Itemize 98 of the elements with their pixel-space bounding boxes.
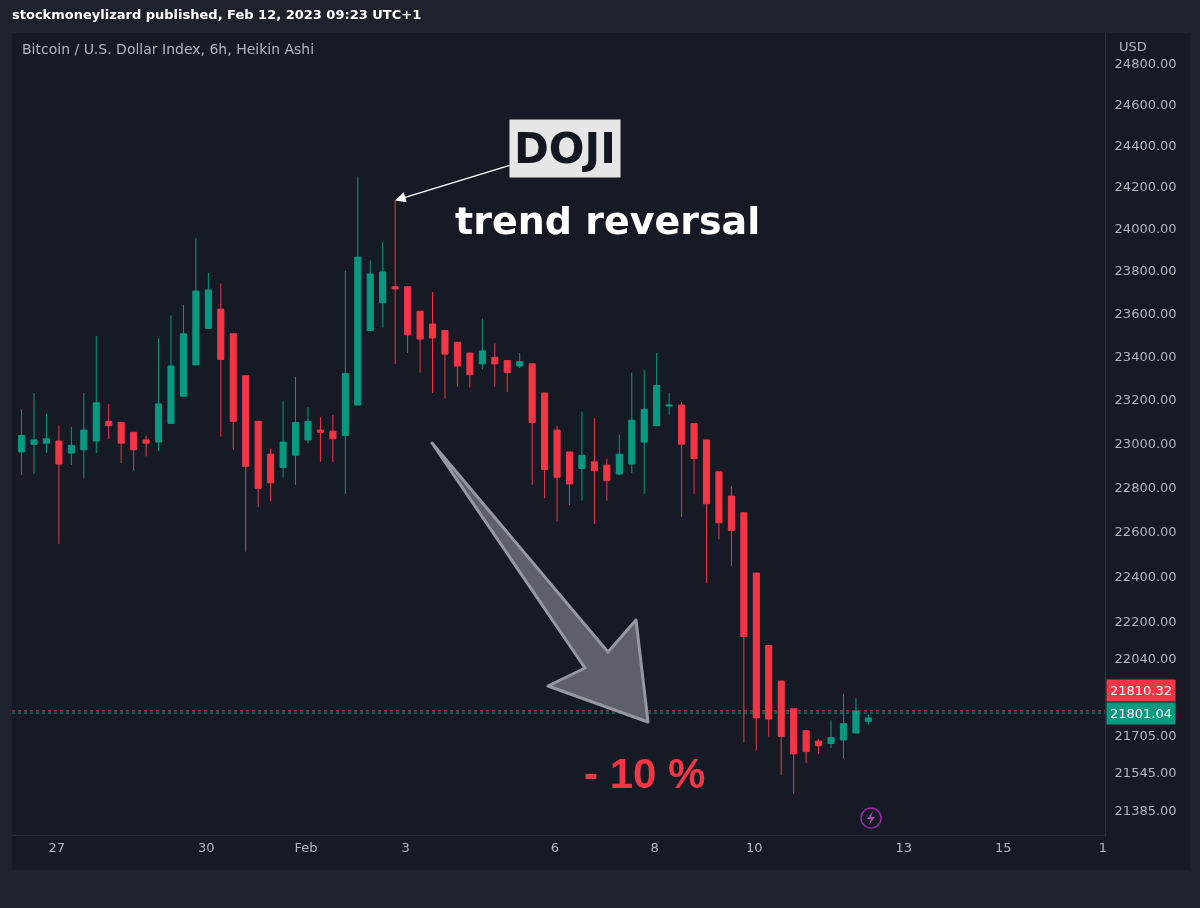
ref-line-label: 21801.04 (1110, 706, 1173, 721)
candlestick (404, 286, 412, 354)
candlestick (291, 376, 300, 486)
x-tick-label: 1 (1098, 839, 1108, 855)
y-tick-label: 23400.00 (1114, 348, 1177, 364)
y-tick-label: 22400.00 (1114, 569, 1177, 584)
candlestick (80, 392, 88, 479)
candlestick (478, 318, 486, 370)
y-tick-label: 21705.00 (1114, 727, 1177, 743)
text: stockmoneylizard published, Feb 12, 2023 09:23 UTC+1 (12, 7, 422, 22)
y-tick-label: 22800.00 (1114, 479, 1177, 495)
candlestick (727, 485, 735, 567)
candlestick (316, 416, 324, 463)
candlestick (304, 406, 312, 444)
candlestick (366, 259, 374, 332)
candlestick (827, 719, 835, 749)
candlestick (615, 433, 623, 476)
y-tick-label: 24000.00 (1114, 221, 1177, 237)
candlestick (428, 291, 437, 394)
candlestick (802, 730, 810, 764)
candlestick (130, 431, 138, 472)
candlestick (279, 400, 287, 478)
candlestick (192, 237, 200, 366)
candlestick (690, 423, 698, 495)
candlestick (453, 341, 461, 388)
y-axis-title: USD (1119, 39, 1147, 54)
candlestick (329, 414, 337, 463)
x-tick-label: 13 (895, 839, 912, 855)
candlestick (516, 352, 524, 369)
candlestick (565, 451, 574, 506)
candlestick (603, 458, 611, 502)
candlestick (341, 270, 349, 495)
candlestick (590, 417, 598, 525)
candlestick (154, 337, 163, 452)
candlestick (702, 439, 711, 584)
text: Bitcoin / U.S. Dollar Index, 6h, Heikin Ashi (22, 40, 315, 57)
y-tick-label: 23000.00 (1114, 435, 1177, 451)
candlestick (678, 401, 686, 518)
candlestick (254, 420, 262, 508)
candlestick (441, 330, 449, 399)
candlestick (466, 352, 474, 389)
candlestick (653, 352, 661, 427)
y-tick-label: 22600.00 (1114, 524, 1177, 540)
candlestick (628, 371, 636, 474)
y-tick-label: 21385.00 (1114, 802, 1177, 818)
candlestick (354, 175, 362, 406)
x-tick-label: 6 (550, 839, 560, 855)
candlestick (379, 241, 387, 328)
y-tick-label: 24800.00 (1114, 55, 1177, 71)
candlestick (67, 426, 75, 466)
candlestick (92, 335, 100, 454)
x-tick-label: 3 (401, 839, 410, 855)
y-tick-label: 23800.00 (1114, 263, 1177, 279)
candlestick (391, 199, 399, 365)
candlestick (541, 392, 549, 499)
candlestick (117, 421, 125, 464)
candlestick (815, 738, 823, 755)
annotation: - 10 % (584, 750, 706, 797)
candlestick (204, 272, 212, 329)
y-tick-label: 24600.00 (1114, 96, 1177, 112)
x-tick-label: 30 (198, 839, 215, 855)
candlestick (416, 310, 424, 373)
candlestick (553, 425, 561, 523)
y-tick-label: 23600.00 (1114, 305, 1177, 321)
candlestick (179, 304, 187, 397)
x-tick-label: Feb (294, 839, 318, 855)
candlestick (864, 713, 872, 726)
candlestick (217, 283, 225, 438)
candlestick (142, 435, 150, 457)
ref-line-label: 21810.32 (1110, 683, 1173, 698)
candlestick (30, 392, 38, 475)
candlestick (242, 375, 250, 553)
candlestick (491, 342, 499, 388)
y-tick-label: 21545.00 (1114, 765, 1177, 781)
candlestick (167, 315, 175, 425)
y-tick-label: 23200.00 (1114, 392, 1177, 408)
x-tick-label: 27 (48, 839, 66, 855)
x-tick-label: 10 (745, 839, 763, 855)
y-tick-label: 22040.00 (1114, 650, 1177, 666)
candlestick (105, 403, 113, 440)
y-tick-label: 22200.00 (1114, 614, 1177, 630)
candlestick (528, 363, 536, 486)
candlestick (55, 425, 63, 545)
candlestick (715, 471, 723, 540)
annotation: trend reversal (455, 199, 761, 243)
candlestick (18, 408, 26, 476)
y-tick-label: 24400.00 (1114, 137, 1177, 153)
candlestick (267, 448, 275, 503)
candlestick (229, 333, 237, 451)
candlestick (665, 392, 673, 416)
x-tick-label: 15 (995, 839, 1012, 855)
y-tick-label: 24200.00 (1114, 179, 1177, 195)
candlestick (503, 360, 511, 393)
x-tick-label: 8 (650, 839, 659, 855)
candlestick (640, 369, 648, 495)
candlestick (578, 411, 586, 502)
candlestick (42, 413, 51, 454)
annotation: DOJI (514, 124, 616, 173)
